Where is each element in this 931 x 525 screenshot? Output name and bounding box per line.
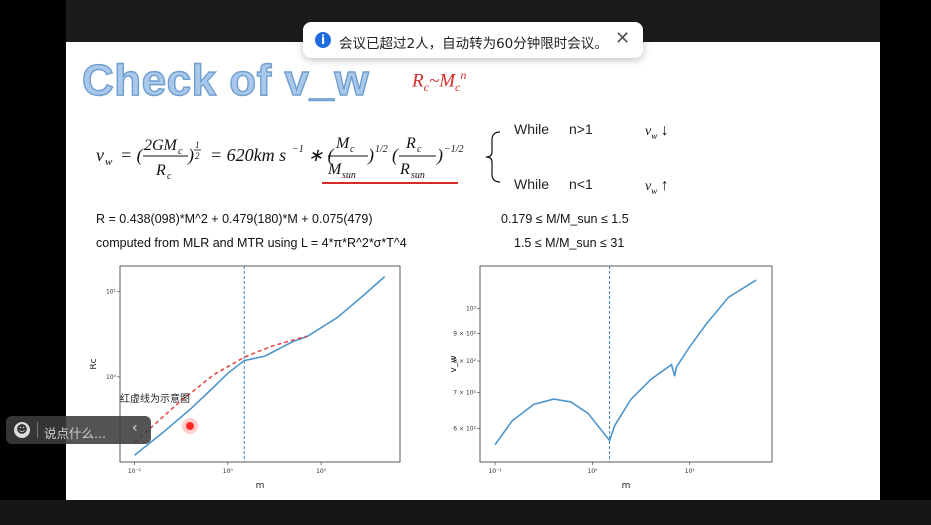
notification-message: 会议已超过2人，自动转为60分钟限时会议。 bbox=[339, 36, 608, 52]
frac3-den: R bbox=[399, 161, 410, 178]
frac1-num: 2GM bbox=[144, 137, 179, 154]
series-line-0 bbox=[494, 279, 757, 446]
left-margin bbox=[0, 0, 66, 525]
dashed-line-annotation: 红虚线为示意图 bbox=[120, 394, 190, 405]
plot-frame bbox=[119, 265, 401, 463]
case-2-cond: n<1 bbox=[569, 176, 593, 192]
formula-star: ∗ ( bbox=[308, 145, 335, 166]
case-1-word: While bbox=[514, 121, 550, 137]
vw-decreasing: vw ↓ bbox=[645, 122, 669, 141]
frac3-den-sub: sun bbox=[411, 170, 425, 181]
frac2-num: M bbox=[335, 135, 351, 152]
radius-fit-equation: R = 0.438(098)*M^2 + 0.479(180)*M + 0.07… bbox=[96, 212, 373, 226]
svg-text:): ) bbox=[367, 145, 374, 166]
svg-text:): ) bbox=[187, 145, 194, 166]
half-num: 1 bbox=[195, 140, 200, 150]
y-tick-label: 10³ bbox=[466, 306, 477, 313]
case-2-word: While bbox=[514, 176, 550, 192]
x-tick-label: 10⁰ bbox=[223, 468, 234, 475]
y-tick-label: 10⁰ bbox=[106, 374, 117, 381]
rc-vs-m-chart: 10⁻¹ 10⁰ 10¹ 10¹ 10⁰ m Rc bbox=[90, 265, 401, 491]
case-1-cond: n>1 bbox=[569, 121, 593, 137]
x-tick-label: 10¹ bbox=[685, 468, 696, 475]
divider bbox=[37, 422, 38, 438]
frac2-den-sub: sun bbox=[342, 170, 356, 181]
close-icon[interactable]: ✕ bbox=[615, 28, 631, 49]
wind-velocity-formula: v w = ( 2GM c R c ) 1 2 = 620km s −1 ∗ (… bbox=[96, 135, 464, 182]
frac1-den-sub: c bbox=[167, 171, 172, 182]
y-tick-label: 10¹ bbox=[106, 289, 117, 296]
series-line-1 bbox=[133, 335, 307, 443]
x-tick-label: 10⁰ bbox=[587, 468, 598, 475]
plot-frame bbox=[479, 265, 773, 463]
formula-eq2-exp: −1 bbox=[292, 144, 304, 155]
x-tick-label: 10⁻¹ bbox=[128, 468, 142, 475]
down-arrow-icon: ↓ bbox=[660, 122, 669, 139]
slide-title: Check of v_w bbox=[81, 55, 370, 105]
half-den: 2 bbox=[195, 151, 200, 161]
x-axis-label: m bbox=[256, 481, 265, 491]
info-icon: i bbox=[315, 32, 331, 48]
fit-source-note: computed from MLR and MTR using L = 4*π*… bbox=[96, 236, 407, 250]
series-line-0 bbox=[133, 276, 386, 456]
frac1-num-sub: c bbox=[178, 146, 183, 157]
y-tick-label: 8 × 10² bbox=[453, 358, 476, 365]
collapse-chevron-icon[interactable]: ‹ bbox=[132, 420, 138, 436]
shared-slide: Check of v_w Rc~Mcn v w = ( 2GM c R c ) … bbox=[66, 42, 880, 500]
laser-pointer-dot bbox=[182, 418, 198, 434]
x-axis-label: m bbox=[622, 481, 631, 491]
formula-underline bbox=[322, 182, 458, 184]
vw-increasing: vw ↑ bbox=[645, 177, 669, 196]
y-axis-label: Rc bbox=[90, 358, 99, 369]
formula-lhs: v bbox=[96, 145, 104, 165]
frac1-den: R bbox=[155, 162, 166, 179]
chat-input-bar[interactable]: ☻ 说点什么... ‹ bbox=[6, 416, 151, 444]
frac2-exp: 1/2 bbox=[375, 144, 388, 155]
mass-range-2: 1.5 ≤ M/M_sun ≤ 31 bbox=[514, 236, 625, 250]
frac3-num-sub: c bbox=[417, 144, 422, 155]
vw-vs-m-chart: 10⁻¹ 10⁰ 10¹ 10³ 9 × 10² 8 × 10² 7 × 10² 6 × 10… bbox=[449, 265, 773, 491]
y-tick-label: 9 × 10² bbox=[453, 330, 476, 337]
frac3-num: R bbox=[405, 135, 416, 152]
bottom-bar bbox=[0, 500, 931, 525]
formula-eq1: = ( bbox=[120, 145, 144, 166]
frac2-num-sub: c bbox=[350, 144, 355, 155]
y-axis-label: v_w bbox=[449, 355, 459, 372]
relation-note: Rc~Mcn bbox=[412, 68, 467, 95]
y-tick-label: 6 × 10² bbox=[453, 425, 476, 432]
right-margin bbox=[880, 0, 931, 525]
meeting-notification: i 会议已超过2人，自动转为60分钟限时会议。 ✕ bbox=[303, 22, 643, 58]
x-tick-label: 10⁻¹ bbox=[488, 468, 502, 475]
emoji-icon[interactable]: ☻ bbox=[14, 422, 30, 438]
case-brace bbox=[485, 131, 501, 183]
chat-placeholder: 说点什么... bbox=[44, 426, 106, 441]
x-tick-label: 10¹ bbox=[316, 468, 327, 475]
frac3-exp: −1/2 bbox=[444, 144, 464, 155]
formula-lhs-sub: w bbox=[105, 156, 113, 168]
svg-text:(: ( bbox=[392, 145, 399, 166]
up-arrow-icon: ↑ bbox=[660, 177, 669, 194]
frac2-den: M bbox=[327, 161, 343, 178]
formula-eq2: = 620km s bbox=[210, 145, 286, 165]
svg-text:): ) bbox=[436, 145, 443, 166]
y-tick-label: 7 × 10² bbox=[453, 389, 476, 396]
mass-range-1: 0.179 ≤ M/M_sun ≤ 1.5 bbox=[501, 212, 629, 226]
